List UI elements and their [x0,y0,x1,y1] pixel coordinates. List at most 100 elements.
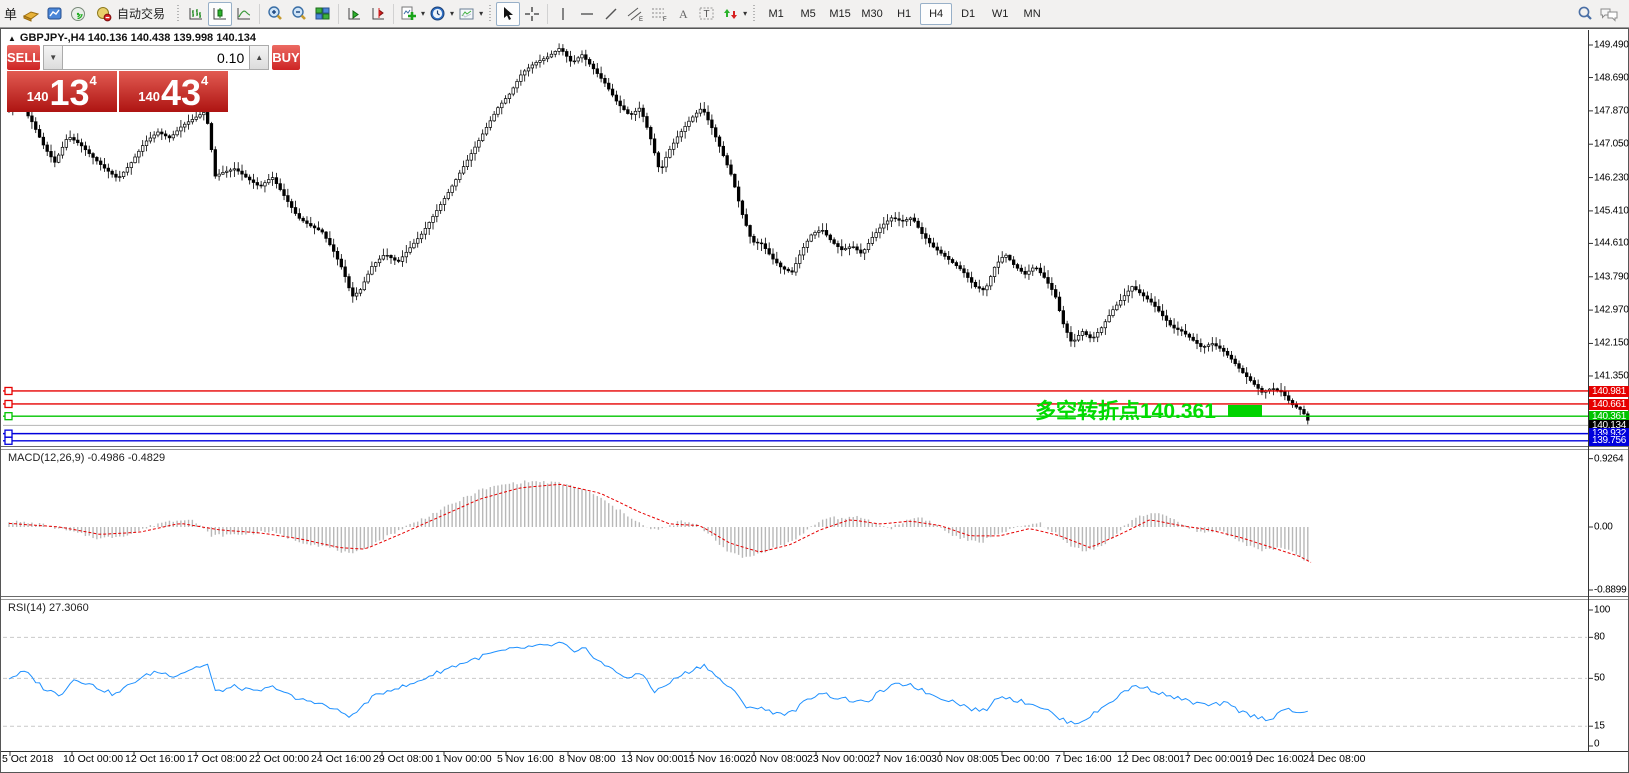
timeframe-button-M1[interactable]: M1 [768,7,784,20]
sell-price-prefix: 140 [26,89,49,104]
line-chart-type-icon[interactable] [232,2,256,26]
buy-price-button[interactable]: 140 43 4 [118,71,228,113]
signals-radar-icon[interactable] [67,2,91,26]
date-axis-label: 13 Nov 00:00 [621,753,684,765]
line-handle[interactable] [4,386,13,396]
price-axis-tick: 142.150 [1594,337,1629,349]
macd-axis-tick: 0.9264 [1594,453,1624,465]
tile-windows-icon[interactable] [311,2,335,26]
equidistant-channel-tool-icon[interactable]: E [623,2,647,26]
macd-axis-tick: -0.8899 [1594,584,1627,596]
date-axis-label: 12 Dec 08:00 [1117,753,1180,765]
trendline-tool-icon[interactable] [599,2,623,26]
date-axis-label: 24 Oct 16:00 [311,753,372,765]
text-tool-icon[interactable]: A [671,2,695,26]
zoom-out-icon[interactable] [287,2,311,26]
price-lines [3,386,1588,445]
buy-button[interactable]: BUY [272,45,300,70]
sell-button[interactable]: SELL [7,45,41,70]
arrows-tool-icon[interactable] [719,2,743,26]
toolbar-divider [547,3,549,24]
autotrade-button[interactable]: 自动交易 [91,2,172,26]
timeframe-button-M15[interactable]: M15 [829,7,851,20]
price-line-badge: 140.361 [1589,410,1629,422]
buy-price-pip: 4 [201,73,209,88]
chart-plot-area[interactable] [0,28,1629,773]
timeframe-button-H1[interactable]: H1 [897,7,912,20]
timeframe-button-M5[interactable]: M5 [800,7,816,20]
timeframe-button-M30[interactable]: M30 [861,7,883,20]
line-handle[interactable] [4,436,13,445]
indicators-dropdown-arrow[interactable]: ▾ [421,9,426,18]
line-handle[interactable] [4,429,13,438]
crosshair-icon[interactable] [520,2,544,26]
macd-axis-tick: 0.00 [1594,521,1613,533]
pivot-annotation-text: 多空转折点140.361 [1035,400,1216,423]
volume-stepper: ▼ ▲ [43,45,270,70]
horizontal-line-tool-icon[interactable] [575,2,599,26]
sell-price-main: 13 [49,72,90,113]
chart-shift-icon[interactable] [366,2,390,26]
date-axis-label: 5 Dec 00:00 [993,753,1050,765]
timeframe-button-W1[interactable]: W1 [991,7,1009,20]
buy-price-main: 43 [160,72,201,113]
search-icon[interactable] [1573,2,1597,26]
date-axis-label: 27 Nov 16:00 [869,753,932,765]
sell-price-button[interactable]: 140 13 4 [7,71,117,112]
buy-price-prefix: 140 [138,89,160,104]
date-axis-label: 12 Oct 16:00 [125,753,186,765]
rsi-axis-tick: 100 [1594,604,1611,616]
auto-scroll-icon[interactable] [342,2,366,26]
date-axis-label: 24 Dec 08:00 [1303,753,1366,765]
volume-decrease-button[interactable]: ▼ [44,46,64,69]
rsi-axis-tick: 50 [1594,672,1605,684]
bar-chart-type-icon[interactable] [184,2,208,26]
gold-seal-icon[interactable] [19,2,43,26]
timeframe-button-MN[interactable]: MN [1023,7,1041,20]
date-axis-label: 30 Nov 08:00 [931,753,994,765]
price-line-badge: 140.981 [1589,385,1629,397]
price-line-badge: 139.932 [1589,428,1629,440]
templates-dropdown-arrow[interactable]: ▾ [479,9,484,18]
vertical-line-tool-icon[interactable] [551,2,575,26]
timeframe-button-H4[interactable]: H4 [920,2,953,25]
rsi-axis-tick: 80 [1594,631,1605,643]
timeframe-button-D1[interactable]: D1 [961,7,976,20]
line-handle[interactable] [4,399,13,409]
cursor-icon[interactable] [496,1,521,26]
svg-text:F: F [663,17,667,22]
chat-community-icon[interactable] [1597,2,1621,26]
sell-price-pip: 4 [89,73,97,88]
candlestick-chart-type-icon[interactable] [208,1,233,26]
text-label-tool-icon[interactable]: T [695,2,719,26]
volume-input[interactable] [63,46,250,69]
date-axis-label: 15 Nov 16:00 [683,753,746,765]
macd-histogram [8,480,1309,562]
chart-window[interactable] [0,28,1629,773]
date-axis-label: 8 Nov 08:00 [559,753,616,765]
volume-increase-button[interactable]: ▲ [249,46,269,69]
date-axis-label: 1 Nov 00:00 [435,753,492,765]
market-icon[interactable] [43,2,67,26]
new-order-button[interactable]: 单 [4,7,18,22]
autotrade-icon [97,6,112,21]
periods-dropdown-arrow[interactable]: ▾ [450,9,455,18]
date-axis-label: 17 Oct 08:00 [187,753,248,765]
periods-clock-icon[interactable] [426,2,450,26]
zoom-in-icon[interactable] [263,2,287,26]
toolbar-divider [338,3,340,24]
candlestick-series [7,43,1310,425]
price-line-badge: 139.756 [1589,435,1629,447]
one-click-collapse-arrow[interactable]: ▲ [8,34,16,43]
price-axis-tick: 143.790 [1594,271,1629,283]
macd-indicator-label: MACD(12,26,9) -0.4986 -0.4829 [8,452,166,464]
price-axis-tick: 141.350 [1594,370,1629,382]
line-handle[interactable] [4,412,13,421]
fibonacci-tool-icon[interactable]: F [647,2,671,26]
date-axis-label: 29 Oct 08:00 [373,753,434,765]
arrows-dropdown-arrow[interactable]: ▾ [743,9,748,18]
templates-icon[interactable] [455,2,479,26]
toolbar-divider [393,3,395,24]
indicators-icon[interactable] [397,2,421,26]
price-axis-tick: 146.230 [1594,172,1629,184]
